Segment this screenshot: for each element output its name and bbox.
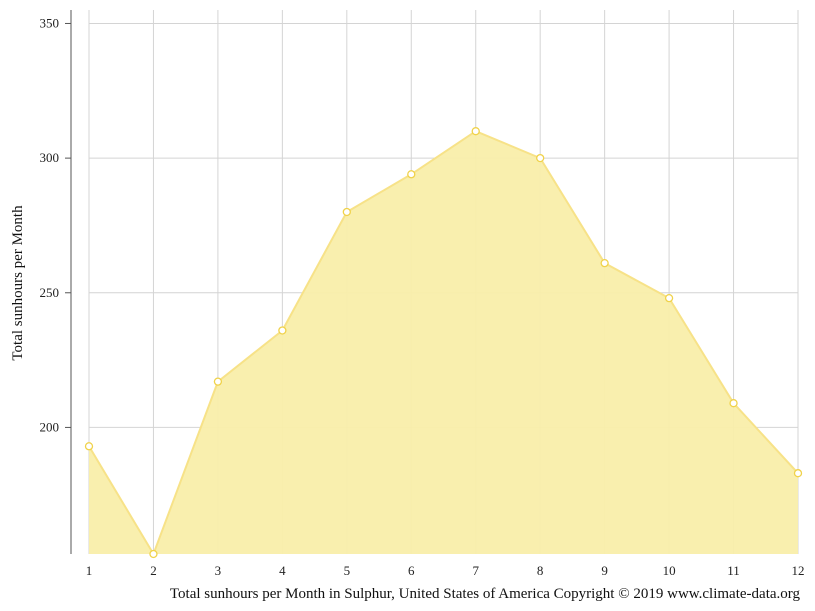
data-point-month-8[interactable]: [536, 153, 545, 163]
data-point-month-9[interactable]: [600, 258, 609, 268]
x-tick-label-8: 8: [537, 563, 544, 578]
data-point-month-12[interactable]: [793, 469, 803, 478]
x-axis-ticks: 1 2 3 4 5 6 7 8 9 10 11 12: [86, 563, 805, 578]
data-point-month-6[interactable]: [407, 170, 416, 179]
y-axis-title: Total sunhours per Month: [10, 205, 26, 361]
x-tick-label-7: 7: [472, 563, 479, 578]
area-series: [88, 130, 799, 555]
x-tick-label-4: 4: [279, 563, 286, 578]
x-tick-label-11: 11: [727, 563, 740, 578]
y-axis-ticks: 200 250 300 350: [40, 15, 71, 434]
x-tick-label-6: 6: [408, 563, 415, 578]
x-tick-label-12: 12: [792, 563, 805, 578]
data-point-month-10[interactable]: [664, 294, 674, 303]
x-tick-label-9: 9: [601, 563, 608, 578]
x-tick-label-1: 1: [86, 563, 93, 578]
data-point-month-11[interactable]: [729, 399, 738, 408]
y-tick-label-250: 250: [40, 285, 60, 300]
data-point-month-4[interactable]: [278, 326, 287, 335]
chart-caption: Total sunhours per Month in Sulphur, Uni…: [170, 586, 801, 602]
data-point-month-5[interactable]: [342, 207, 351, 217]
x-tick-label-2: 2: [150, 563, 157, 578]
area-fill: [89, 131, 798, 555]
data-point-month-7[interactable]: [471, 127, 480, 136]
y-tick-label-200: 200: [40, 419, 60, 434]
data-point-month-3[interactable]: [213, 377, 223, 386]
x-tick-label-3: 3: [215, 563, 222, 578]
data-point-month-1[interactable]: [84, 442, 94, 451]
y-tick-label-350: 350: [40, 15, 60, 30]
data-points: [84, 127, 803, 559]
x-tick-label-10: 10: [663, 563, 676, 578]
data-point-month-2[interactable]: [149, 549, 158, 559]
series-line: [88, 130, 799, 555]
x-tick-label-5: 5: [344, 563, 351, 578]
y-tick-label-300: 300: [40, 150, 60, 165]
